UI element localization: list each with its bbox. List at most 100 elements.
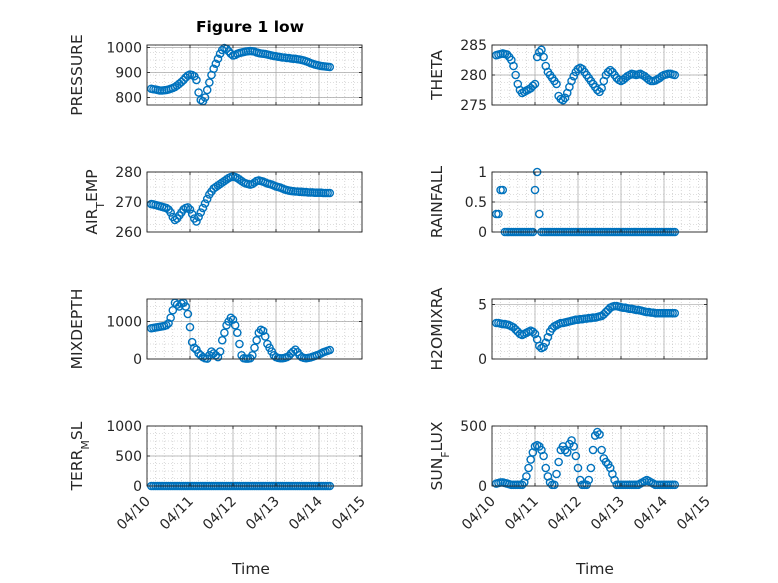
data-point [517, 480, 527, 490]
x-tick-label: 04/13 [243, 494, 283, 534]
subplot-mixdepth: 0 1000 MIXDEPTH [68, 289, 363, 370]
data-point [196, 208, 206, 217]
data-point [288, 347, 298, 356]
data-point [224, 46, 233, 56]
data-point [573, 463, 583, 473]
y-tick-label: 0 [478, 479, 487, 495]
x-axis-label-left: Time [231, 560, 270, 578]
data-point [530, 79, 540, 89]
data-point [232, 328, 242, 338]
data-series [146, 172, 335, 226]
y-tick-label: 0.5 [465, 195, 487, 211]
data-point [185, 205, 195, 214]
data-point [535, 209, 544, 219]
data-point [194, 88, 203, 97]
y-tick-label: 285 [460, 38, 487, 54]
data-point [228, 315, 238, 324]
x-tick-label: 04/14 [631, 493, 671, 533]
data-point [217, 335, 227, 345]
data-point [593, 427, 602, 437]
data-point [200, 199, 210, 208]
data-point [595, 430, 604, 439]
data-point [552, 79, 561, 89]
data-point [528, 327, 538, 337]
y-tick-label: 1000 [106, 41, 142, 57]
data-point [539, 342, 548, 352]
data-point [181, 302, 190, 311]
y-axis-label: H2OMIXRA [428, 287, 446, 370]
data-point [168, 305, 178, 315]
x-tick-label: 04/10 [114, 494, 154, 534]
data-point [192, 217, 201, 226]
data-point [211, 59, 221, 69]
data-point [177, 77, 186, 87]
data-point [535, 341, 544, 351]
data-point [260, 332, 270, 341]
data-point [530, 329, 540, 339]
data-point [541, 338, 551, 347]
data-point [226, 313, 236, 323]
data-point [183, 309, 193, 319]
data-point [610, 475, 619, 485]
data-point [325, 345, 335, 355]
data-point [213, 352, 223, 362]
data-point [179, 75, 188, 85]
data-point [554, 457, 563, 467]
y-tick-label: 1000 [106, 419, 142, 435]
x-tick-label: 04/14 [286, 493, 326, 533]
data-point [569, 442, 579, 451]
data-point [502, 50, 512, 59]
data-point [166, 313, 175, 323]
axes-box [491, 425, 708, 487]
data-point [584, 475, 594, 485]
x-tick-label: 04/11 [502, 494, 542, 534]
data-point [558, 95, 568, 105]
data-point [235, 339, 244, 349]
y-tick-label: 900 [115, 66, 142, 82]
data-point [601, 457, 611, 467]
data-point [511, 70, 520, 80]
plot-area [492, 299, 707, 359]
figure-title: Figure 1 low [196, 18, 304, 36]
axes-box [146, 44, 363, 106]
data-point [252, 335, 261, 345]
data-point [189, 343, 199, 353]
y-tick-label: 0 [478, 352, 487, 368]
subplot-air-temp: 260 270 280 AIRTEMP [83, 165, 363, 241]
data-point [187, 337, 197, 347]
data-point [170, 215, 180, 225]
data-point [215, 347, 225, 356]
subplot-sun-flux: 0 500 SUNFLUX 04/10 04/11 04/12 04/13 04/14 04/1… [428, 419, 714, 533]
data-point [670, 70, 680, 80]
y-axis-label: PRESSURE [68, 34, 86, 116]
data-point [192, 75, 201, 85]
y-axis-label: SUNFLUX [428, 421, 452, 490]
data-point [198, 203, 208, 213]
data-point [541, 463, 551, 473]
x-tick-label: 04/15 [329, 494, 369, 534]
x-tick-label: 04/13 [588, 494, 628, 534]
y-tick-label: 0 [133, 352, 142, 368]
y-tick-label: 500 [115, 449, 142, 465]
data-point [284, 351, 294, 361]
y-axis-label: RAINFALL [428, 165, 446, 238]
data-point [528, 81, 538, 91]
data-point [560, 445, 570, 455]
data-point [562, 448, 572, 457]
subplot-theta: 275 280 285 THETA [428, 38, 708, 114]
data-point [532, 52, 542, 62]
data-point [509, 323, 518, 332]
data-point [258, 326, 268, 336]
y-axis-label: TERRMSL [68, 421, 92, 491]
data-point [524, 463, 533, 473]
data-point [588, 445, 598, 455]
data-point [539, 52, 548, 62]
data-point [194, 212, 203, 222]
data-point [552, 469, 561, 479]
data-point [220, 328, 229, 338]
y-axis-label: MIXDEPTH [68, 289, 86, 370]
y-tick-label: 5 [478, 297, 487, 313]
x-tick-label: 04/10 [459, 494, 499, 534]
